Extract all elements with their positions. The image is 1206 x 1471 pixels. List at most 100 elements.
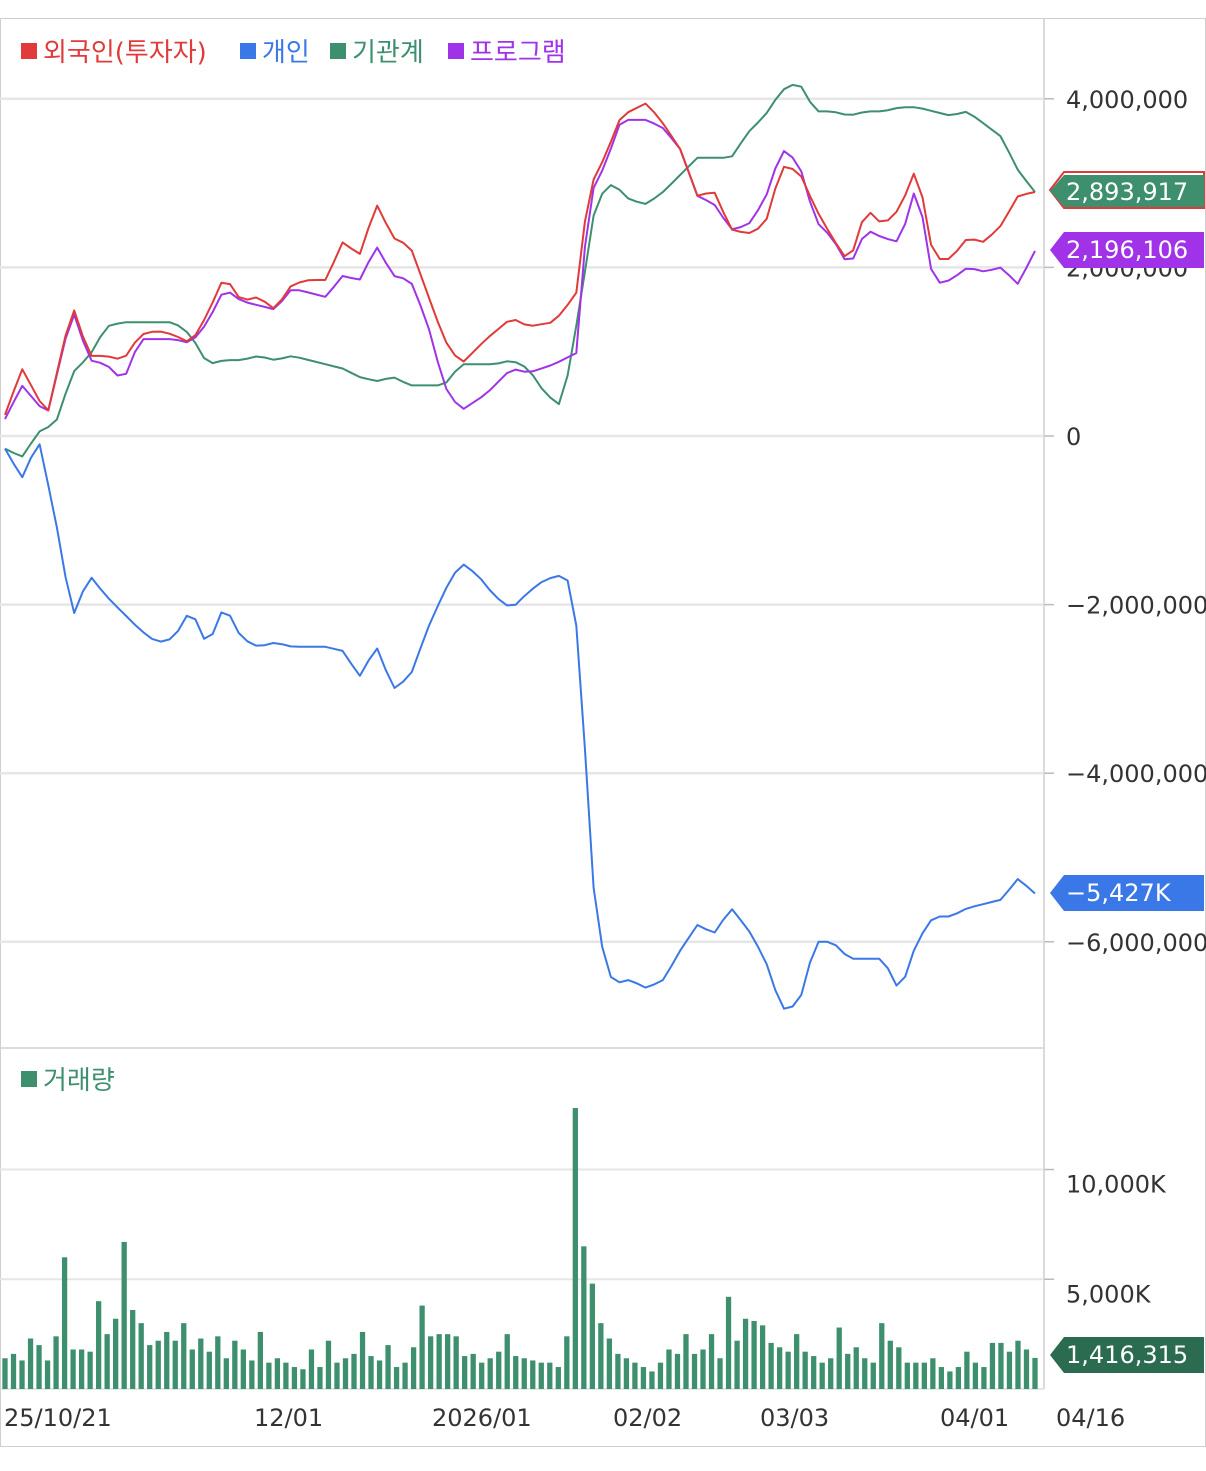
volume-bar xyxy=(385,1345,391,1389)
volume-bar xyxy=(300,1369,306,1389)
volume-bar xyxy=(1032,1357,1038,1389)
volume-bar xyxy=(521,1358,527,1389)
volume-bar xyxy=(640,1367,647,1389)
volume-bar xyxy=(496,1351,502,1389)
volume-bar xyxy=(904,1362,910,1389)
volume-bar xyxy=(879,1323,885,1389)
volume-bar xyxy=(691,1353,698,1389)
volume-bar xyxy=(470,1353,476,1389)
volume-bar xyxy=(445,1334,451,1390)
volume-bar xyxy=(266,1362,272,1389)
volume-bar xyxy=(334,1362,340,1389)
outer-frame xyxy=(0,18,1206,1447)
volume-bar xyxy=(198,1338,204,1389)
legend-swatch-foreign xyxy=(21,43,37,59)
volume-bar xyxy=(61,1257,68,1389)
volume-bar xyxy=(998,1342,1004,1389)
volume-bar xyxy=(734,1340,740,1389)
volume-bar xyxy=(36,1345,42,1389)
legend-label-program: 프로그램 xyxy=(470,38,566,68)
volume-bar xyxy=(649,1371,655,1389)
tag-individual-shape xyxy=(1050,875,1204,911)
tag-program: 2,196,106 xyxy=(1050,232,1204,268)
volume-bar xyxy=(53,1336,59,1389)
individual-line xyxy=(4,443,1036,1010)
volume-bar xyxy=(742,1318,749,1389)
volume-bar xyxy=(189,1349,195,1389)
volume-bar xyxy=(955,1367,962,1389)
volume-bar xyxy=(921,1362,927,1389)
volume-bar xyxy=(930,1358,936,1389)
volume-bar xyxy=(708,1334,715,1390)
volume-bar xyxy=(530,1360,536,1389)
volume-bar xyxy=(393,1367,400,1389)
volume-bar xyxy=(206,1351,212,1389)
y-tick-label: −2,000,000 xyxy=(1066,592,1206,620)
volume-bar xyxy=(819,1362,825,1389)
volume-bar xyxy=(487,1358,493,1389)
volume-bar xyxy=(172,1340,178,1389)
volume-bar xyxy=(70,1349,76,1389)
volume-bar xyxy=(555,1367,561,1389)
volume-bar xyxy=(768,1342,774,1389)
tag-program-value: 2,196,106 xyxy=(1066,236,1188,264)
x-tick-label: 12/01 xyxy=(254,1404,323,1432)
volume-bar xyxy=(283,1362,289,1389)
volume-bar xyxy=(564,1336,570,1389)
y-tick-label: 0 xyxy=(1066,423,1081,451)
volume-bar xyxy=(913,1362,919,1389)
x-axis-labels: 25/10/21 12/01 2026/01 02/02 03/03 04/01 04/16 xyxy=(4,1404,1125,1432)
volume-bar xyxy=(513,1356,519,1389)
legend-label-foreign: 외국인(투자자) xyxy=(43,38,207,68)
volume-bar xyxy=(317,1367,323,1389)
volume-bar xyxy=(547,1362,553,1389)
x-tick-label: 04/01 xyxy=(940,1404,1009,1432)
volume-bar xyxy=(581,1246,587,1389)
volume-bar xyxy=(10,1353,17,1389)
volume-bar xyxy=(947,1371,953,1389)
volume-bars xyxy=(2,1108,1038,1390)
tag-individual: −5,427K xyxy=(1050,875,1204,911)
volume-bar xyxy=(785,1351,791,1389)
volume-bar xyxy=(828,1358,834,1389)
volume-bar xyxy=(78,1349,85,1389)
volume-bar xyxy=(257,1331,264,1389)
volume-bar xyxy=(589,1283,595,1389)
grid-lines xyxy=(0,97,1054,1281)
volume-bar xyxy=(666,1349,672,1389)
tag-volume-shape xyxy=(1050,1337,1204,1373)
volume-bar xyxy=(632,1362,638,1389)
volume-bar xyxy=(87,1351,93,1389)
volume-bar xyxy=(964,1351,970,1389)
volume-bar xyxy=(462,1356,468,1389)
volume-bar xyxy=(427,1336,434,1389)
volume-bar xyxy=(368,1356,374,1389)
volume-bar xyxy=(538,1362,544,1389)
volume-bar xyxy=(181,1323,187,1389)
volume-bar xyxy=(291,1367,298,1389)
volume-bar xyxy=(130,1309,136,1389)
volume-tick-label: 10,000K xyxy=(1066,1171,1167,1199)
volume-bar xyxy=(138,1323,144,1389)
series-lines xyxy=(4,83,1036,1010)
volume-bar xyxy=(504,1334,510,1390)
volume-bar xyxy=(870,1362,876,1389)
volume-bar xyxy=(657,1362,664,1389)
volume-bar xyxy=(862,1358,868,1389)
volume-bar xyxy=(989,1342,996,1389)
volume-bar xyxy=(938,1367,944,1389)
x-tick-label: 03/03 xyxy=(760,1404,829,1432)
volume-bar xyxy=(44,1360,51,1389)
volume-bar xyxy=(215,1336,221,1389)
volume-bar xyxy=(376,1360,383,1389)
y-tick-label: 4,000,000 xyxy=(1066,86,1188,114)
volume-bar xyxy=(1015,1340,1021,1389)
tag-volume-value: 1,416,315 xyxy=(1066,1341,1188,1369)
tag-individual-value: −5,427K xyxy=(1066,879,1172,907)
volume-bar xyxy=(972,1362,979,1389)
legend-label-institution: 기관계 xyxy=(352,38,424,68)
volume-bar xyxy=(308,1349,315,1389)
volume-bar xyxy=(121,1241,127,1389)
